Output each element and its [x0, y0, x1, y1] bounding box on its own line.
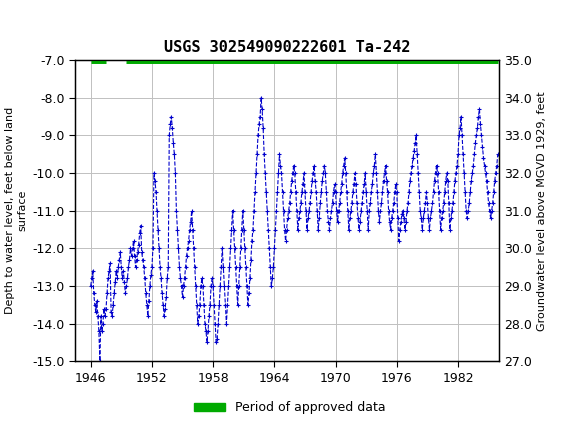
- Y-axis label: Groundwater level above MGVD 1929, feet: Groundwater level above MGVD 1929, feet: [537, 91, 547, 331]
- Title: USGS 302549090222601 Ta-242: USGS 302549090222601 Ta-242: [164, 40, 410, 55]
- Legend: Period of approved data: Period of approved data: [189, 396, 391, 419]
- Y-axis label: Depth to water level, feet below land
surface: Depth to water level, feet below land su…: [5, 107, 27, 314]
- Text: ≡USGS: ≡USGS: [6, 7, 60, 25]
